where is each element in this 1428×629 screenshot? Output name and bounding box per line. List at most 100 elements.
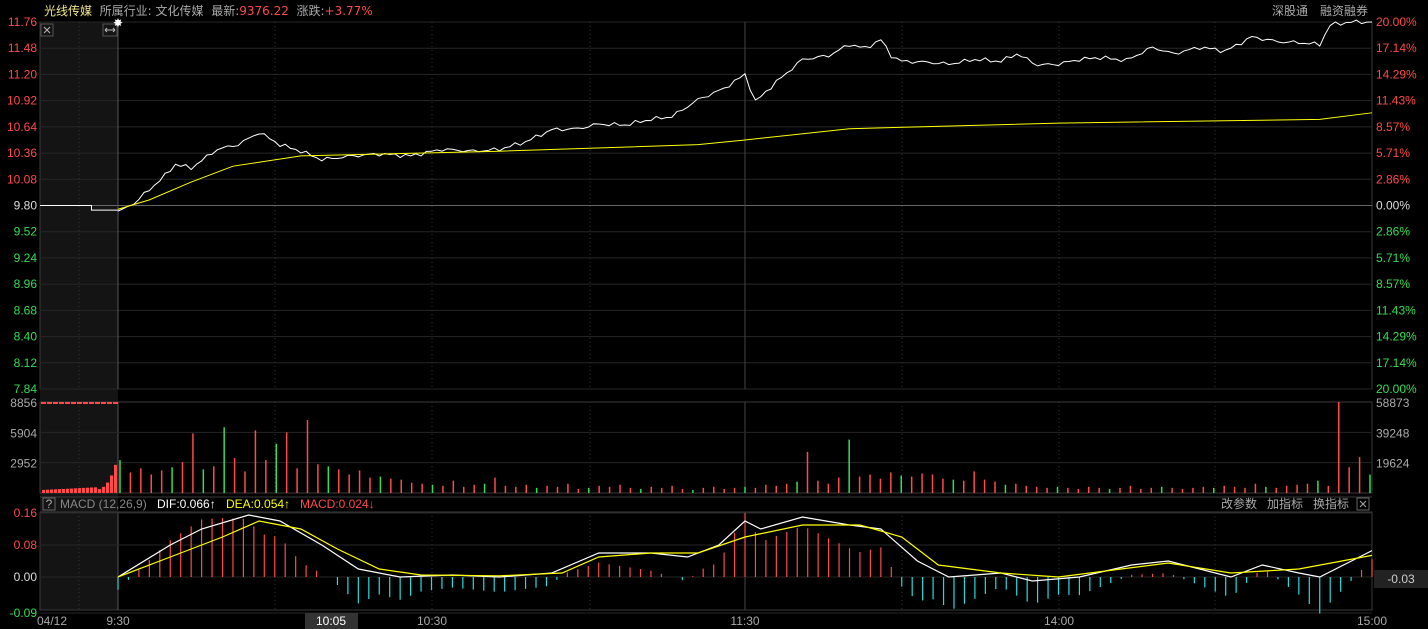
volume-tick-label: 8856 [10, 396, 37, 410]
macd-label: MACD:0.024↓ [300, 497, 375, 511]
premarket-price-line [40, 205, 118, 211]
macd-close-icon[interactable] [1356, 497, 1370, 511]
premarket-volume-top [41, 402, 46, 404]
macd-close-glyph [1359, 500, 1367, 508]
time-tick-label: 14:00 [1044, 614, 1074, 628]
dif-label: DIF:0.066↑ [157, 497, 216, 511]
price-tick-label: 9.52 [14, 225, 38, 239]
dea-label: DEA:0.054↑ [226, 497, 290, 511]
price-tick-label: 9.80 [14, 199, 38, 213]
premarket-volume-bar [94, 487, 97, 493]
premarket-volume-top [95, 402, 100, 404]
macd-close-box [1356, 497, 1370, 511]
price-tick-label: 8.40 [14, 330, 38, 344]
link-margin-trading[interactable]: 融资融券 [1320, 4, 1369, 18]
premarket-volume-bar [78, 488, 81, 493]
premarket-volume-top [107, 402, 112, 404]
latest-value: 9376.22 [239, 4, 289, 18]
price-tick-label: 11.20 [8, 67, 37, 81]
premarket-volume-bar [82, 487, 85, 493]
premarket-volume-bar [62, 488, 65, 493]
premarket-volume-bar [110, 475, 113, 493]
price-tick-label: 10.64 [7, 120, 37, 134]
price-tick-label: 8.96 [14, 277, 38, 291]
cursor-value: -0.03 [1387, 572, 1415, 586]
pct-tick-label: 14.29% [1376, 330, 1417, 344]
expand-icon-box [102, 23, 118, 37]
premarket-volume-bar [42, 489, 45, 493]
pct-tick-label: 14.29% [1376, 67, 1417, 81]
pct-tick-label: 2.86% [1376, 172, 1410, 186]
open-marker-icon: ✸ [113, 16, 123, 30]
pct-tick-label: 17.14% [1376, 41, 1417, 55]
link-hk-connect[interactable]: 深股通 [1272, 4, 1309, 18]
time-tick-label: 04/12 [37, 614, 67, 628]
price-tick-label: 8.12 [14, 356, 38, 370]
premarket-volume-top [71, 402, 76, 404]
pct-tick-label: 8.57% [1376, 277, 1410, 291]
volume-tick-label: 2952 [10, 457, 37, 471]
premarket-volume-bar [66, 488, 69, 493]
pct-tick-label: 8.57% [1376, 120, 1410, 134]
premarket-volume-bar [74, 488, 77, 493]
help-icon-glyph: ? [46, 497, 53, 511]
premarket-volume-top [113, 402, 118, 404]
close-icon[interactable] [40, 23, 54, 37]
premarket-volume-top [65, 402, 70, 404]
premarket-volume-bar [54, 489, 57, 493]
pct-tick-label: 5.71% [1376, 146, 1410, 160]
expand-horizontal-icon[interactable] [102, 23, 118, 37]
premarket-volume-top [53, 402, 58, 404]
avg-line [117, 112, 1373, 210]
premarket-volume-bar [86, 487, 89, 493]
price-tick-label: 9.24 [14, 251, 38, 265]
premarket-volume-bar [46, 489, 49, 493]
price-tick-label: 10.08 [7, 172, 37, 186]
latest-label: 最新: [211, 4, 240, 18]
volume-right-tick-label: 19624 [1376, 457, 1410, 471]
header-bar: 光线传媒 所属行业: 文化传媒 最新:9376.22 涨跌:+3.77% [44, 2, 373, 19]
macd-button-0[interactable]: 改参数 [1221, 496, 1257, 511]
pct-tick-label: 17.14% [1376, 356, 1417, 370]
macd-button-1[interactable]: 加指标 [1267, 496, 1303, 511]
premarket-volume-top [83, 402, 88, 404]
macd-tick-label: 0.08 [14, 538, 38, 552]
help-icon[interactable] [42, 497, 56, 511]
pct-tick-label: 20.00% [1376, 15, 1417, 29]
industry-label: 所属行业: [99, 4, 152, 18]
cursor-value-box [1374, 570, 1428, 588]
pct-tick-label: 5.71% [1376, 251, 1410, 265]
pct-tick-label: 20.00% [1376, 382, 1417, 396]
change-label: 涨跌: [296, 4, 325, 18]
price-tick-label: 8.68 [14, 303, 38, 317]
pct-tick-label: 11.43% [1376, 303, 1416, 317]
time-tick-label: 9:30 [106, 614, 130, 628]
premarket-volume-bar [50, 489, 53, 493]
price-tick-label: 10.92 [7, 94, 37, 108]
change-value: +3.77% [324, 4, 373, 18]
price-tick-label: 10.36 [7, 146, 37, 160]
stock-name[interactable]: 光线传媒 [44, 4, 93, 18]
expand-icon-glyph [104, 27, 116, 33]
volume-tick-label: 5904 [10, 426, 37, 440]
macd-title: MACD (12,26,9) [60, 497, 147, 511]
premarket-volume-top [89, 402, 94, 404]
panel-border [39, 511, 1373, 611]
volume-right-tick-label: 58873 [1376, 396, 1410, 410]
time-tick-label: 10:05 [316, 614, 346, 628]
premarket-volume-top [59, 402, 64, 404]
macd-button-2[interactable]: 换指标 [1313, 496, 1349, 511]
premarket-volume-bar [114, 464, 117, 493]
price-tick-label: 11.76 [8, 15, 37, 29]
time-tick-label: 10:30 [417, 614, 447, 628]
premarket-volume-top [77, 402, 82, 404]
macd-tick-label: -0.09 [10, 606, 38, 620]
price-tick-label: 11.48 [8, 41, 37, 55]
premarket-volume-bar [98, 489, 101, 493]
crosshair-time-box [305, 613, 358, 629]
macd-tick-label: 0.00 [14, 570, 38, 584]
price-line [117, 19, 1373, 212]
industry-value[interactable]: 文化传媒 [155, 4, 204, 18]
pct-tick-label: 0.00% [1376, 199, 1410, 213]
